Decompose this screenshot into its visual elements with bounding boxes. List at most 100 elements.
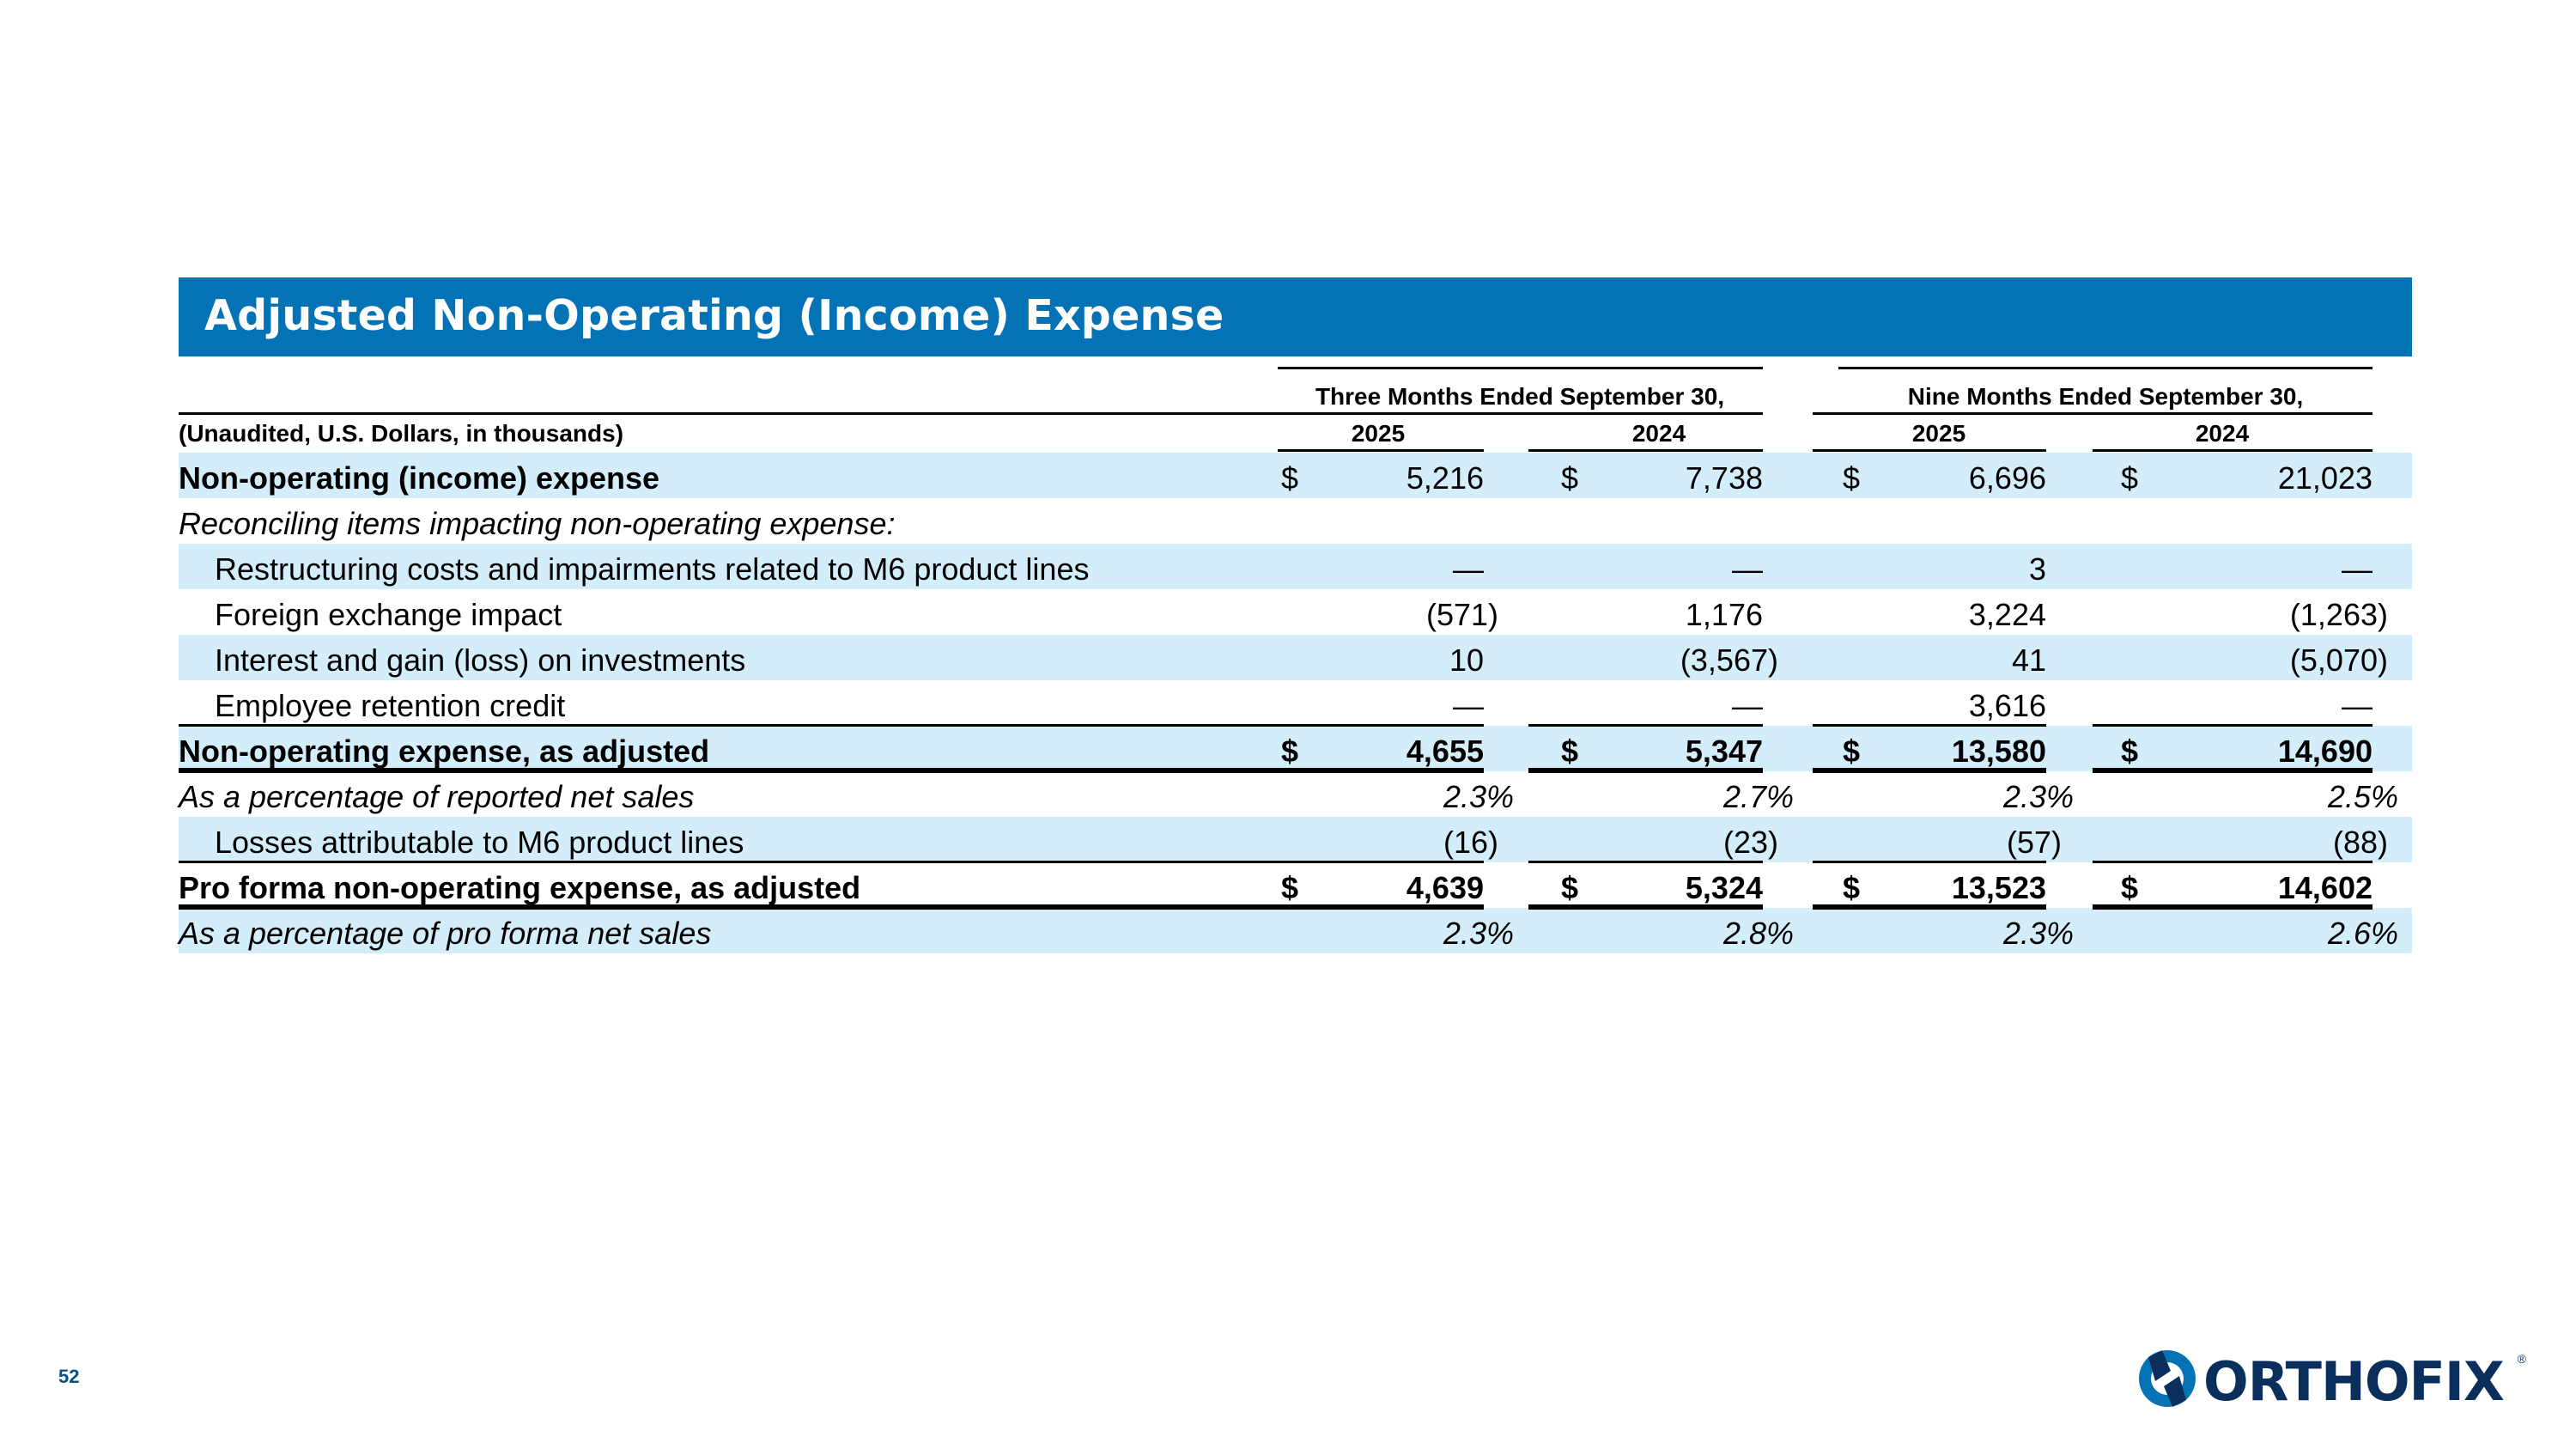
total-rule [2093,904,2372,910]
page-number: 52 [58,1366,80,1387]
cell-value: 10 [1449,642,1484,678]
table-row: Employee retention credit — — 3,616 — [179,680,2412,726]
row-label: Pro forma non-operating expense, as adju… [179,870,861,905]
year-header: 2025 [1351,420,1406,447]
table-row: Non-operating expense, as adjusted $4,655… [179,726,2412,771]
currency-symbol: $ [1281,460,1299,496]
cell-value: 5,216 [1406,460,1484,496]
cell-value: 41 [2011,642,2046,678]
group1-top-rule [1278,367,1763,369]
cell-value: — [1453,688,1484,723]
cell-value: 4,639 [1406,870,1484,905]
currency-symbol: $ [1281,870,1299,905]
year-underline [1278,449,1484,452]
cell-value: 2.3% [2002,779,2074,814]
row-label: As a percentage of pro forma net sales [179,916,712,951]
cell-value: (16) [1443,825,1498,860]
currency-symbol: $ [1281,734,1299,769]
page-title: Adjusted Non-Operating (Income) Expense [204,291,1224,340]
cell-value: (5,070) [2289,642,2388,678]
subtotal-rule-left [179,724,1484,727]
table-row: Interest and gain (loss) on investments 1… [179,635,2412,680]
header-rule-left [179,412,1282,415]
cell-value: — [1453,551,1484,587]
cell-value: 3,224 [1968,597,2046,632]
cell-value: 2.3% [1443,779,1514,814]
cell-value: 3 [2028,551,2046,587]
total-rule [2093,768,2372,773]
cell-value: 14,690 [2277,734,2372,769]
subtotal-rule [1813,861,2046,863]
logo-wordmark: ORTHOFIX [2203,1350,2505,1413]
table-row: Non-operating (income) expense $5,216 $7,7… [179,453,2412,498]
cell-value: — [1732,688,1763,723]
cell-value: 13,580 [1951,734,2046,769]
total-rule [1528,904,1763,910]
row-label: Interest and gain (loss) on investments [215,642,746,678]
cell-value: 2.8% [1722,916,1794,951]
title-banner: Adjusted Non-Operating (Income) Expense [179,277,2412,356]
table-row: Reconciling items impacting non-operatin… [179,498,2412,544]
year-underline [1528,449,1763,452]
total-rule [1813,904,2046,910]
table-row: Restructuring costs and impairments rela… [179,544,2412,589]
cell-value: 1,176 [1685,597,1763,632]
row-label: Restructuring costs and impairments rela… [215,551,1090,587]
currency-symbol: $ [1561,734,1579,769]
group2-header: Nine Months Ended September 30, [1907,383,2304,410]
table-row: As a percentage of pro forma net sales 2.… [179,908,2412,953]
total-rule-left [179,904,1484,910]
currency-symbol: $ [1561,460,1579,496]
subtotal-rule [1528,861,1763,863]
cell-value: (571) [1425,597,1498,632]
subtotal-rule [2093,861,2372,863]
cell-value: 21,023 [2277,460,2372,496]
currency-symbol: $ [2121,734,2139,769]
year-underline [2093,449,2372,452]
cell-value: 13,523 [1951,870,2046,905]
cell-value: (3,567) [1680,642,1778,678]
cell-value: 2.6% [2327,916,2398,951]
group2-bottom-rule [1813,412,2372,415]
table-row: Foreign exchange impact (571) 1,176 3,224 (1… [179,589,2412,635]
cell-value: (23) [1722,825,1778,860]
currency-symbol: $ [2121,460,2139,496]
row-label: Non-operating expense, as adjusted [179,734,710,769]
cell-value: (88) [2332,825,2388,860]
cell-value: 14,602 [2277,870,2372,905]
group1-header: Three Months Ended September 30, [1315,383,1725,410]
cell-value: (1,263) [2289,597,2388,632]
group2-top-rule [1838,367,2372,369]
table-row: Pro forma non-operating expense, as adju… [179,862,2412,908]
orthofix-logo: ORTHOFIX ® [2136,1347,2531,1413]
total-rule-left [179,768,1484,773]
year-header: 2024 [2195,420,2250,447]
year-underline [1813,449,2046,452]
cell-value: (57) [2006,825,2062,860]
subtotal-rule [1813,724,2046,727]
registered-mark: ® [2517,1352,2526,1366]
cell-value: 5,324 [1685,870,1763,905]
cell-value: 6,696 [1968,460,2046,496]
currency-symbol: $ [1843,460,1861,496]
cell-value: 2.3% [2002,916,2074,951]
cell-value: 4,655 [1406,734,1484,769]
table-row: As a percentage of reported net sales 2.3… [179,771,2412,817]
unit-note: (Unaudited, U.S. Dollars, in thousands) [179,420,624,447]
currency-symbol: $ [1843,870,1861,905]
cell-value: 2.7% [1722,779,1794,814]
cell-value: 3,616 [1968,688,2046,723]
subtotal-rule [1528,724,1763,727]
year-header: 2024 [1631,420,1686,447]
table-row: Losses attributable to M6 product lines (… [179,817,2412,862]
cell-value: — [2342,688,2372,723]
cell-value: 2.3% [1443,916,1514,951]
currency-symbol: $ [1561,870,1579,905]
row-label: Non-operating (income) expense [179,460,660,496]
subtotal-rule-left [179,861,1484,863]
total-rule [1813,768,2046,773]
row-label: Foreign exchange impact [215,597,562,632]
cell-value: — [2342,551,2372,587]
cell-value: 7,738 [1685,460,1763,496]
currency-symbol: $ [2121,870,2139,905]
